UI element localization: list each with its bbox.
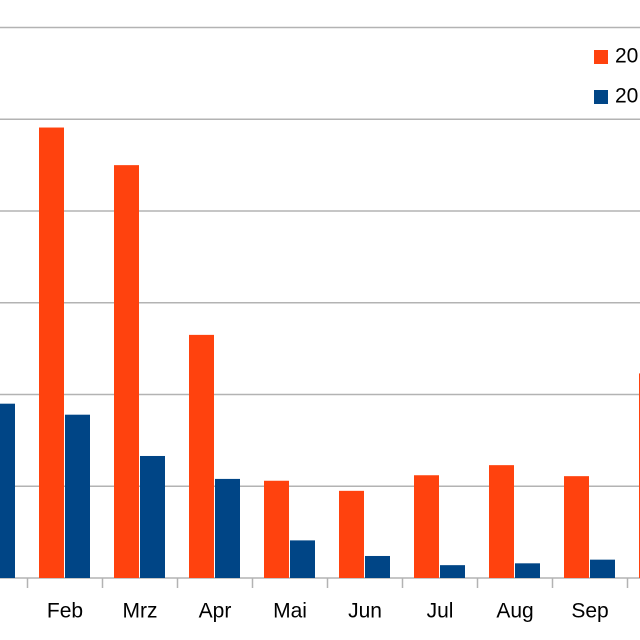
bar [440,565,465,578]
x-tick-label: Mai [273,600,307,623]
bar [489,465,514,578]
bar [365,555,390,578]
bar [114,165,139,578]
bar [590,559,615,578]
bar [515,563,540,578]
bar [339,490,364,578]
x-tick-label: Apr [199,600,232,623]
bar [0,403,15,578]
legend-label: 20 [615,85,638,108]
x-tick-label: Feb [47,600,83,623]
x-tick-label: Sep [571,600,608,623]
x-tick-label: Mrz [123,600,158,623]
bar [140,455,165,578]
bar [39,127,64,579]
bar [290,540,315,578]
bar [215,478,240,578]
bar [414,475,439,578]
x-tick-label: Aug [496,600,533,623]
x-tick-label: Jun [348,600,382,623]
legend-label: 20 [615,45,638,68]
bar [564,476,589,578]
bar [264,480,289,578]
x-tick-label: Jul [427,600,454,623]
bar [189,334,214,578]
legend-swatch [594,50,608,64]
legend-swatch [594,90,608,104]
bar [65,414,90,578]
